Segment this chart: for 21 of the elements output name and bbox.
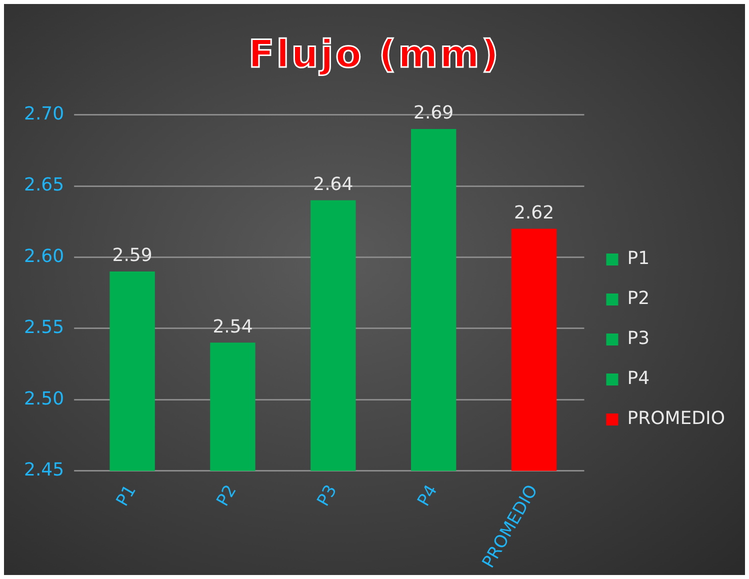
y-tick-label: 2.60: [24, 246, 64, 267]
legend-label: P4: [627, 368, 650, 390]
legend-label: P1: [627, 248, 650, 270]
data-label: 2.64: [313, 174, 354, 195]
legend-label: P3: [627, 328, 650, 350]
chart-title: Flujo (mm): [247, 32, 502, 76]
y-tick-label: 2.70: [24, 103, 64, 124]
y-tick-label: 2.50: [24, 388, 64, 410]
legend-label: P2: [627, 288, 650, 310]
data-label: 2.54: [212, 316, 253, 338]
y-tick-label: 2.45: [24, 460, 64, 481]
data-label: 2.69: [414, 102, 454, 124]
legend-label: PROMEDIO: [627, 408, 726, 430]
data-label: 2.62: [514, 202, 554, 224]
x-tick-label: P2: [213, 482, 241, 510]
x-tick-label: P3: [313, 482, 342, 510]
data-label: 2.59: [112, 245, 152, 266]
y-tick-label: 2.55: [24, 317, 64, 338]
x-tick-label: P1: [112, 482, 140, 510]
x-tick-label: P4: [414, 482, 442, 510]
y-tick-label: 2.65: [24, 174, 64, 196]
